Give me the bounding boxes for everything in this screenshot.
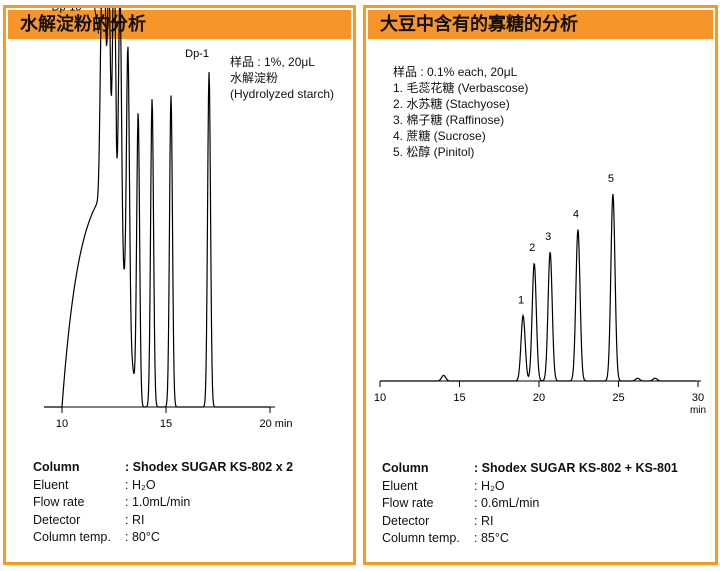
condition-row: Flow rate : 1.0mL/min [33,494,293,512]
condition-row: Detector : RI [33,512,293,530]
sample-info: 样品 : 0.1% each, 20μL 1. 毛蕊花糖 (Verbascose… [393,64,528,160]
peak-label: 1 [518,295,524,307]
x-axis-unit: min [690,405,706,416]
panel-title: 水解淀粉的分析 [8,10,351,39]
condition-key: Column temp. [382,531,460,545]
condition-value: : Shodex SUGAR KS-802 x 2 [125,460,294,474]
sample-line: 样品 : 1%, 20μL [230,55,315,69]
condition-key: Detector [33,512,81,527]
condition-value: : RI [125,512,145,527]
condition-value: : 1.0mL/min [125,495,191,509]
sample-line: 1. 毛蕊花糖 (Verbascose) [393,81,529,95]
condition-value: : 0.6mL/min [474,496,540,510]
condition-value: : RI [474,513,494,528]
condition-row: Column temp. : 85°C [382,530,678,548]
conditions: Column : Shodex SUGAR KS-802 x 2 Eluent : H… [33,459,293,547]
peak-label: Dp-5 [91,8,115,9]
condition-key: Eluent [33,477,69,492]
starch-chromatogram: 10 15 20 min Dp-1 Dp-5 Dp-10 [44,8,293,430]
sample-info: 样品 : 1%, 20μL 水解淀粉 (Hydrolyzed starch) [230,54,334,102]
x-tick-label: 10 [56,418,68,430]
condition-key: Column [33,460,80,474]
peak-label: Dp-1 [185,48,209,60]
condition-value: : 80°C [125,530,160,544]
peak-label-leader [94,8,100,34]
x-tick-label: 30 [692,392,704,404]
condition-row: Column : Shodex SUGAR KS-802 + KS-801 [382,460,678,478]
x-tick-label: 20 [533,392,545,404]
x-tick-label: 10 [374,392,386,404]
peak-label: 4 [573,209,579,221]
condition-key: Column temp. [33,530,111,544]
peak-label: Dp-10 [52,8,82,14]
x-tick-label: 20 min [259,418,292,430]
x-tick-label: 25 [612,392,624,404]
sample-line: 水解淀粉 [230,71,279,85]
x-tick-label: 15 [453,392,465,404]
condition-row: Eluent : H₂O [33,477,293,495]
condition-value: : H₂O [474,478,505,493]
condition-key: Flow rate [382,496,434,510]
conditions: Column : Shodex SUGAR KS-802 + KS-801 Elue… [382,460,678,548]
starch-panel: 水解淀粉的分析 10 15 20 min Dp-1 Dp-5 Dp-10 样品 : 1%,… [3,5,356,565]
sample-line: (Hydrolyzed starch) [230,87,335,101]
condition-row: Column : Shodex SUGAR KS-802 x 2 [33,459,293,477]
peak-label: 2 [529,242,535,254]
condition-key: Detector [382,513,430,528]
sample-line: 4. 蔗糖 (Sucrose) [393,129,486,143]
soybean-panel: 大豆中含有的寡糖的分析 10 15 20 25 30 min 1 2 3 4 5 样品 : 0.1%… [363,5,718,565]
peak-label: 5 [608,173,614,185]
condition-value: : 85°C [474,531,509,545]
sample-line: 2. 水苏糖 (Stachyose) [393,97,510,111]
chromatogram-trace [380,194,696,382]
condition-row: Detector : RI [382,513,678,531]
sample-line: 5. 松醇 (Pinitol) [393,145,475,159]
condition-row: Column temp. : 80°C [33,529,293,547]
condition-value: : Shodex SUGAR KS-802 + KS-801 [474,461,678,475]
condition-value: : H₂O [125,477,156,492]
peak-label: 3 [545,231,551,243]
condition-key: Column [382,461,429,475]
condition-row: Eluent : H₂O [382,478,678,496]
x-tick-label: 15 [160,418,172,430]
sample-line: 3. 棉子糖 (Raffinose) [393,113,505,127]
panel-title: 大豆中含有的寡糖的分析 [368,10,713,39]
sample-line: 样品 : 0.1% each, 20μL [393,65,518,79]
condition-key: Flow rate [33,495,85,509]
condition-key: Eluent [382,478,418,493]
condition-row: Flow rate : 0.6mL/min [382,495,678,513]
